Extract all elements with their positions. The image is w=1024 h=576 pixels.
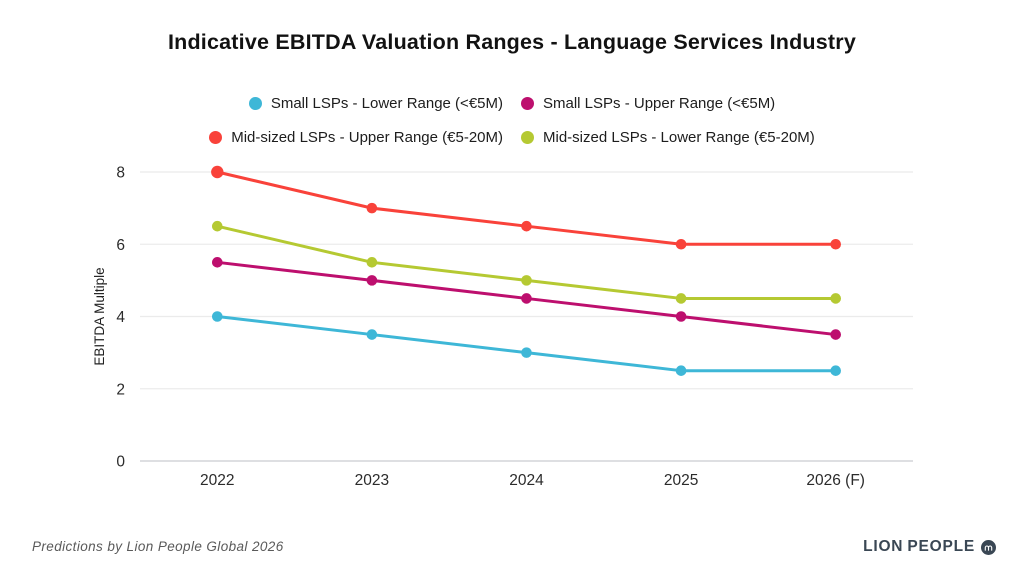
legend-item-1: Small LSPs - Upper Range (<€5M) <box>521 95 775 112</box>
data-point-0-4 <box>830 365 841 376</box>
legend-label-1: Small LSPs - Upper Range (<€5M) <box>543 95 776 112</box>
legend-marker-2 <box>209 131 223 144</box>
data-point-0-1 <box>366 329 378 340</box>
y-tick-label-8: 8 <box>116 165 125 182</box>
data-point-1-1 <box>366 275 378 286</box>
series-3 <box>212 220 841 304</box>
legend-marker-1 <box>521 97 534 110</box>
y-tick-label-6: 6 <box>116 237 125 254</box>
legend-item-3: Mid-sized LSPs - Lower Range (€5-20M) <box>521 129 815 146</box>
footer-caption: Predictions by Lion People Global 2026 <box>32 539 284 554</box>
x-tick-label-2: 2024 <box>509 472 544 489</box>
data-point-0-2 <box>521 347 532 358</box>
series-2 <box>211 165 841 250</box>
series-line-3 <box>215 224 838 300</box>
data-point-1-3 <box>675 311 687 322</box>
x-tick-label-4: 2026 (F) <box>806 472 865 489</box>
legend-row-1: Small LSPs - Lower Range (<€5M) Small LSP… <box>248 95 775 112</box>
data-point-2-2 <box>521 220 532 232</box>
chart-title: Indicative EBITDA Valuation Ranges - Lan… <box>167 30 857 54</box>
series-line-2 <box>215 170 838 246</box>
data-point-3-4 <box>830 293 841 304</box>
data-point-1-0 <box>212 257 223 268</box>
legend-label-3: Mid-sized LSPs - Lower Range (€5-20M) <box>543 129 815 146</box>
legend-row-2: Mid-sized LSPs - Upper Range (€5-20M) Mid… <box>209 129 815 146</box>
data-point-0-0 <box>212 311 223 322</box>
y-tick-label-0: 0 <box>116 454 125 471</box>
data-point-2-1 <box>366 202 378 214</box>
x-tick-label-3: 2025 <box>664 472 698 489</box>
x-tick-label-1: 2023 <box>355 472 389 489</box>
data-point-3-1 <box>366 257 378 268</box>
data-point-3-3 <box>675 293 687 304</box>
line-chart: 0 2 4 6 8 EBITDA Multiple 2022 2023 2024 2025 2026… <box>92 165 913 489</box>
data-point-1-2 <box>521 293 532 304</box>
data-point-0-3 <box>675 365 687 376</box>
x-tick-label-0: 2022 <box>200 472 234 489</box>
lionpeople-logo-icon <box>981 539 996 555</box>
legend-marker-3 <box>521 131 534 144</box>
data-point-3-2 <box>521 275 532 286</box>
data-point-2-0 <box>211 165 224 179</box>
series-1 <box>212 257 841 340</box>
data-point-2-3 <box>675 238 687 250</box>
data-point-1-4 <box>830 329 841 340</box>
brand-text-lion: LION <box>863 538 904 555</box>
series-0 <box>212 311 841 376</box>
y-tick-label-2: 2 <box>116 381 125 398</box>
brand-text-people: PEOPLE <box>907 538 975 555</box>
legend-item-2: Mid-sized LSPs - Upper Range (€5-20M) <box>209 129 503 146</box>
data-point-3-0 <box>212 220 223 232</box>
x-axis-labels: 2022 2023 2024 2025 2026 (F) <box>200 472 865 489</box>
chart-legend: Small LSPs - Lower Range (<€5M) Small LSP… <box>0 95 1024 146</box>
legend-label-2: Mid-sized LSPs - Upper Range (€5-20M) <box>231 129 503 146</box>
legend-marker-0 <box>248 97 262 110</box>
y-tick-label-4: 4 <box>116 309 125 326</box>
data-point-2-4 <box>830 238 841 250</box>
lionpeople-logo: LION PEOPLE <box>863 538 996 556</box>
legend-item-0: Small LSPs - Lower Range (<€5M) <box>248 95 503 112</box>
legend-label-0: Small LSPs - Lower Range (<€5M) <box>270 95 503 112</box>
y-axis-title: EBITDA Multiple <box>92 267 107 365</box>
